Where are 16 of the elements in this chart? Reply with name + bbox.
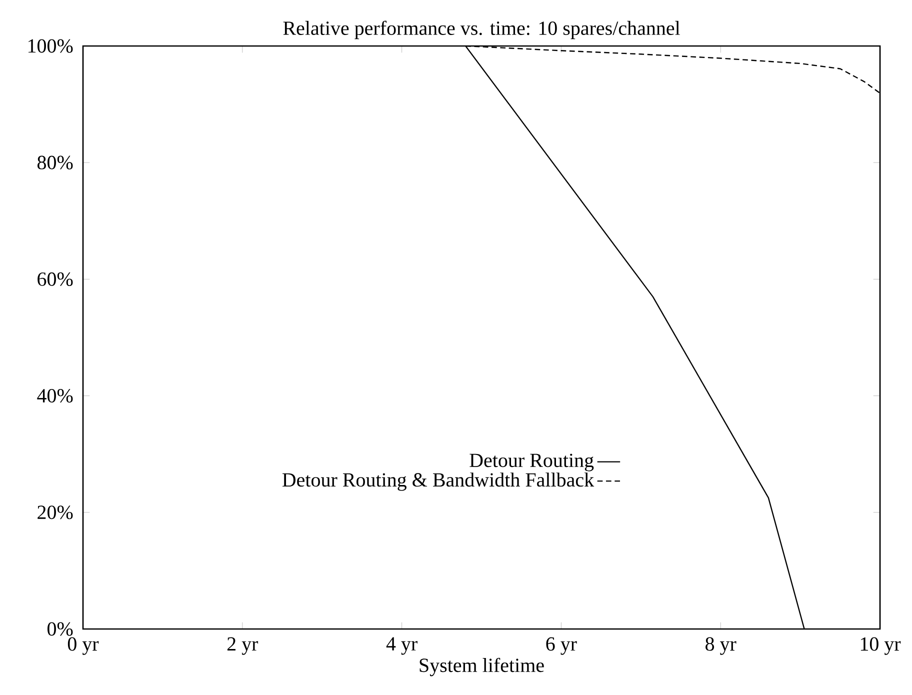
y-tick-label: 80% (37, 156, 73, 170)
y-tick-label: 40% (37, 389, 73, 403)
x-tick-label: 10 yr (860, 637, 901, 655)
y-tick-label: 60% (38, 272, 73, 286)
y-tick-label: 20% (38, 506, 73, 520)
x-tick-label: 4 yr (386, 637, 418, 655)
y-tick-label: 0% (47, 622, 73, 636)
chart-title: Relative performance vs. time: 10 spares/channel (283, 20, 680, 40)
x-tick-label: 6 yr (546, 637, 577, 655)
y-tick-label: 100% (28, 39, 73, 53)
x-tick-label: 0 yr (68, 637, 99, 655)
x-tick-label: 8 yr (706, 637, 736, 655)
legend-label: Detour Routing (470, 454, 594, 472)
x-tick-label: 2 yr (227, 637, 258, 655)
x-axis-title: System lifetime (420, 658, 544, 676)
legend-label: Detour Routing & Bandwidth Fallback (282, 472, 594, 491)
